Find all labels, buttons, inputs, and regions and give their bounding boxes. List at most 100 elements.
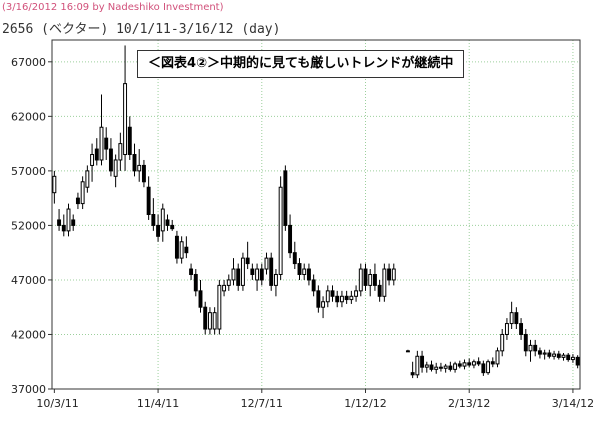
y-tick-label: 42000 bbox=[11, 328, 46, 341]
candle-body-up bbox=[339, 295, 344, 303]
candle bbox=[132, 143, 137, 177]
candle bbox=[146, 176, 151, 220]
candle bbox=[486, 359, 491, 375]
candle-body-down bbox=[259, 268, 264, 281]
candle-body-up bbox=[212, 312, 217, 330]
candle-body-up bbox=[424, 364, 429, 368]
candle-body-up bbox=[528, 344, 533, 352]
candle-body-down bbox=[146, 186, 151, 215]
candle-body-down bbox=[193, 273, 198, 292]
candle bbox=[174, 230, 179, 264]
candle bbox=[99, 94, 104, 166]
candle-body-down bbox=[269, 257, 274, 286]
candle-body-down bbox=[372, 273, 377, 286]
candle bbox=[217, 279, 222, 335]
candle-body-up bbox=[90, 154, 95, 166]
candle-body-down bbox=[377, 284, 382, 297]
candle-body-up bbox=[123, 83, 128, 156]
candle-body-down bbox=[71, 219, 76, 226]
candle bbox=[90, 143, 95, 182]
candle bbox=[255, 263, 260, 291]
candle-body-down bbox=[481, 363, 486, 374]
candle bbox=[467, 358, 472, 368]
candle bbox=[269, 252, 274, 291]
candle-body-up bbox=[542, 352, 547, 355]
plot-frame bbox=[51, 39, 581, 390]
timestamp-stamp: (3/16/2012 16:09 by Nadeshiko Investment… bbox=[2, 2, 224, 13]
candle-body-down bbox=[523, 333, 528, 352]
candle bbox=[556, 350, 561, 360]
candle bbox=[118, 132, 123, 171]
candle-body-up bbox=[504, 323, 509, 335]
candle bbox=[80, 176, 85, 210]
candle bbox=[94, 138, 99, 166]
candle-body-down bbox=[57, 219, 62, 226]
chart-title-banner: ＜図表4②＞中期的に見ても厳しいトレンドが継続中 bbox=[137, 50, 465, 78]
candle bbox=[547, 349, 552, 359]
candle bbox=[264, 252, 269, 275]
candle bbox=[179, 236, 184, 264]
candle-body-up bbox=[118, 143, 123, 161]
candle bbox=[184, 236, 189, 259]
candle bbox=[495, 347, 500, 368]
candle bbox=[500, 329, 505, 357]
candle bbox=[424, 361, 429, 373]
candle bbox=[278, 176, 283, 280]
candle-body-down bbox=[61, 224, 66, 232]
candle-body-down bbox=[174, 235, 179, 259]
candle bbox=[104, 127, 109, 160]
candle-body-down bbox=[170, 224, 175, 230]
candle bbox=[354, 285, 359, 302]
candle-body-up bbox=[222, 284, 227, 292]
candle bbox=[71, 214, 76, 231]
candle-body-down bbox=[151, 214, 156, 226]
candle bbox=[222, 279, 227, 297]
candle-body-up bbox=[434, 366, 439, 370]
x-tick-label: 10/3/11 bbox=[36, 397, 78, 410]
y-tick-label: 67000 bbox=[11, 56, 46, 69]
candle-body-down bbox=[94, 148, 99, 161]
candle-body-up bbox=[217, 284, 222, 330]
candle bbox=[198, 279, 203, 313]
candle bbox=[203, 301, 208, 335]
candle-body-up bbox=[321, 301, 326, 308]
candle bbox=[61, 214, 66, 237]
candle bbox=[316, 285, 321, 313]
candle bbox=[141, 159, 146, 188]
y-tick-label: 37000 bbox=[11, 383, 46, 396]
candle-body-up bbox=[264, 257, 269, 270]
candle-body-up bbox=[349, 295, 354, 301]
candle bbox=[160, 203, 165, 242]
candle-body-down bbox=[283, 170, 288, 226]
candle bbox=[453, 361, 458, 373]
candle bbox=[372, 263, 377, 291]
candle-body-down bbox=[335, 295, 340, 303]
y-axis-ticks: 37000 42000 47000 52000 57000 62000 67000 bbox=[11, 56, 52, 396]
candle bbox=[108, 138, 113, 177]
candle-body-down bbox=[141, 164, 146, 183]
candle bbox=[240, 252, 245, 291]
candle bbox=[377, 279, 382, 302]
candle-body-down bbox=[420, 355, 425, 368]
candle-body-up bbox=[302, 268, 307, 275]
candle bbox=[514, 307, 519, 330]
candle-body-up bbox=[255, 268, 260, 281]
candle bbox=[490, 357, 495, 368]
candle bbox=[311, 274, 316, 297]
candle bbox=[561, 353, 566, 361]
candle bbox=[335, 290, 340, 308]
candle-body-down bbox=[556, 353, 561, 358]
candle bbox=[231, 258, 236, 286]
candle-body-down bbox=[429, 364, 434, 370]
candle-body-down bbox=[457, 363, 462, 367]
candle bbox=[533, 339, 538, 357]
candle-body-down bbox=[575, 356, 580, 366]
candle bbox=[165, 214, 170, 231]
candle bbox=[457, 360, 462, 369]
candle-body-up bbox=[99, 126, 104, 161]
candle bbox=[330, 285, 335, 302]
candle bbox=[226, 274, 231, 291]
candle bbox=[387, 263, 392, 286]
candle-body-down bbox=[203, 306, 208, 330]
candle bbox=[420, 350, 425, 373]
